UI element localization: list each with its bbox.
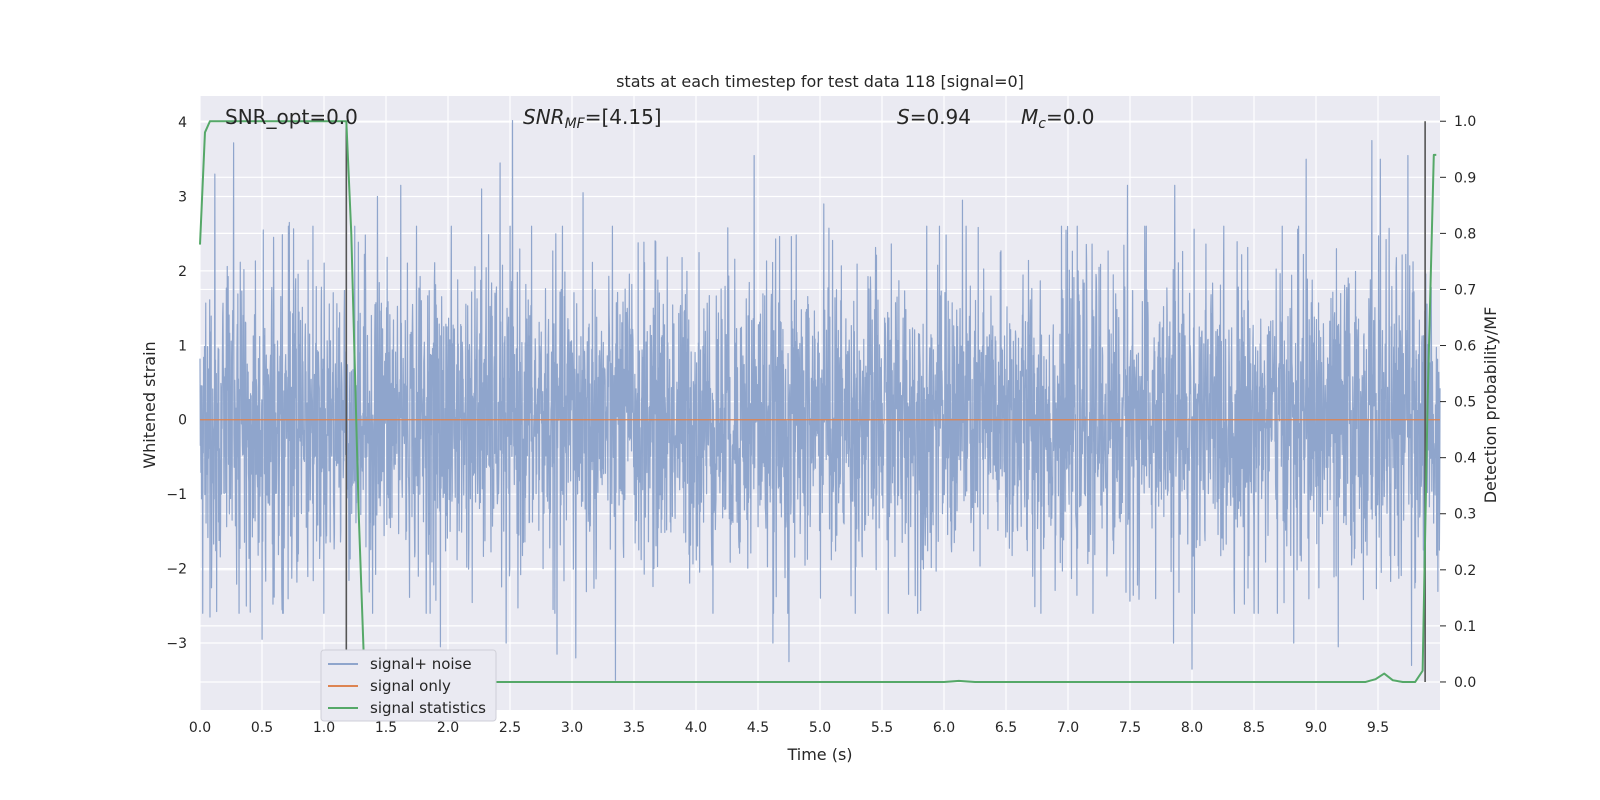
legend-label-signal-statistics: signal statistics — [370, 699, 486, 717]
y-tick-label-6: 3 — [178, 189, 187, 205]
y-tick-label-1: −2 — [166, 562, 187, 578]
x-tick-label-0: 0.0 — [189, 720, 211, 736]
x-tick-label-8: 4.0 — [685, 720, 707, 736]
x-tick-label-5: 2.5 — [499, 720, 521, 736]
x-tick-label-19: 9.5 — [1367, 720, 1389, 736]
x-tick-label-11: 5.5 — [871, 720, 893, 736]
annotation-snr-opt: SNR_opt=0.0 — [225, 105, 358, 129]
y-right-tick-label-1: 0.1 — [1454, 619, 1476, 635]
x-tick-label-1: 0.5 — [251, 720, 273, 736]
legend-box — [320, 649, 497, 722]
annotation-mc-sub: c — [1038, 116, 1046, 132]
x-tick-label-7: 3.5 — [623, 720, 645, 736]
y-tick-label-3: 0 — [178, 413, 187, 429]
x-tick-label-6: 3.0 — [561, 720, 583, 736]
legend-label-signal-only: signal only — [370, 677, 451, 695]
annotation-snr-mf-value: =[4.15] — [585, 105, 662, 129]
x-tick-label-10: 5.0 — [809, 720, 831, 736]
x-axis-label: Time (s) — [786, 745, 852, 764]
x-tick-label-17: 8.5 — [1243, 720, 1265, 736]
y-tick-label-4: 1 — [178, 338, 187, 354]
y-tick-label-5: 2 — [178, 264, 187, 280]
y-tick-label-2: −1 — [166, 487, 187, 503]
y-right-tick-label-5: 0.5 — [1454, 395, 1476, 411]
annotation-snr-mf-label: SNR — [523, 105, 565, 129]
x-tick-label-15: 7.5 — [1119, 720, 1141, 736]
annotation-s-label: S — [897, 105, 910, 129]
series-signal-statistics — [199, 120, 1437, 683]
x-axis-ticks: 0.0 0.5 1.0 1.5 2.0 2.5 3.0 3.5 4.0 4.5 5.0 5.5 6.0 6… — [189, 720, 1389, 736]
y-right-tick-label-0: 0.0 — [1454, 675, 1476, 691]
x-tick-label-4: 2.0 — [437, 720, 459, 736]
y-right-tick-label-3: 0.3 — [1454, 507, 1476, 523]
x-tick-label-13: 6.5 — [995, 720, 1017, 736]
y-right-tick-label-7: 0.7 — [1454, 282, 1476, 298]
x-tick-label-3: 1.5 — [375, 720, 397, 736]
legend-label-signal-noise: signal+ noise — [370, 655, 472, 673]
y-right-tick-label-4: 0.4 — [1454, 451, 1476, 467]
chart-title: stats at each timestep for test data 118… — [616, 72, 1024, 91]
y-tick-label-7: 4 — [178, 115, 187, 131]
x-tick-label-12: 6.0 — [933, 720, 955, 736]
y-right-tick-label-8: 0.8 — [1454, 226, 1476, 242]
x-tick-label-16: 8.0 — [1181, 720, 1203, 736]
y-right-tick-label-10: 1.0 — [1454, 114, 1476, 130]
x-tick-label-18: 9.0 — [1305, 720, 1327, 736]
line-signal-statistics — [199, 120, 1437, 683]
x-tick-label-2: 1.0 — [313, 720, 335, 736]
y-right-tick-label-2: 0.2 — [1454, 563, 1476, 579]
annotation-s-value: =0.94 — [910, 105, 971, 129]
annotation-s: S=0.94 — [897, 105, 971, 129]
annotation-mc: Mc=0.0 — [1021, 105, 1095, 132]
y-axis-right-label: Detection probability/MF — [1481, 307, 1500, 504]
series-signal-noise — [199, 119, 1441, 681]
y-right-tick-label-6: 0.6 — [1454, 339, 1476, 355]
x-tick-label-9: 4.5 — [747, 720, 769, 736]
annotation-mc-value: =0.0 — [1046, 105, 1095, 129]
y-axis-label: Whitened strain — [140, 341, 159, 468]
annotation-mc-label: M — [1021, 105, 1038, 129]
x-tick-label-14: 7.0 — [1057, 720, 1079, 736]
legend: signal+ noise signal only signal statist… — [320, 649, 497, 722]
line-signal-noise — [199, 119, 1441, 681]
annotation-snr-mf-sub: MF — [565, 116, 586, 132]
annotation-snr-mf: SNRMF=[4.15] — [523, 105, 662, 132]
y-tick-label-0: −3 — [166, 636, 187, 652]
y-right-tick-label-9: 0.9 — [1454, 170, 1476, 186]
y-axis-ticks: −3 −2 −1 0 1 2 3 4 — [166, 115, 187, 652]
y-axis-right-ticks: 0.0 0.1 0.2 0.3 0.4 0.5 0.6 0.7 0.8 0.9 1.0 — [1440, 114, 1476, 691]
